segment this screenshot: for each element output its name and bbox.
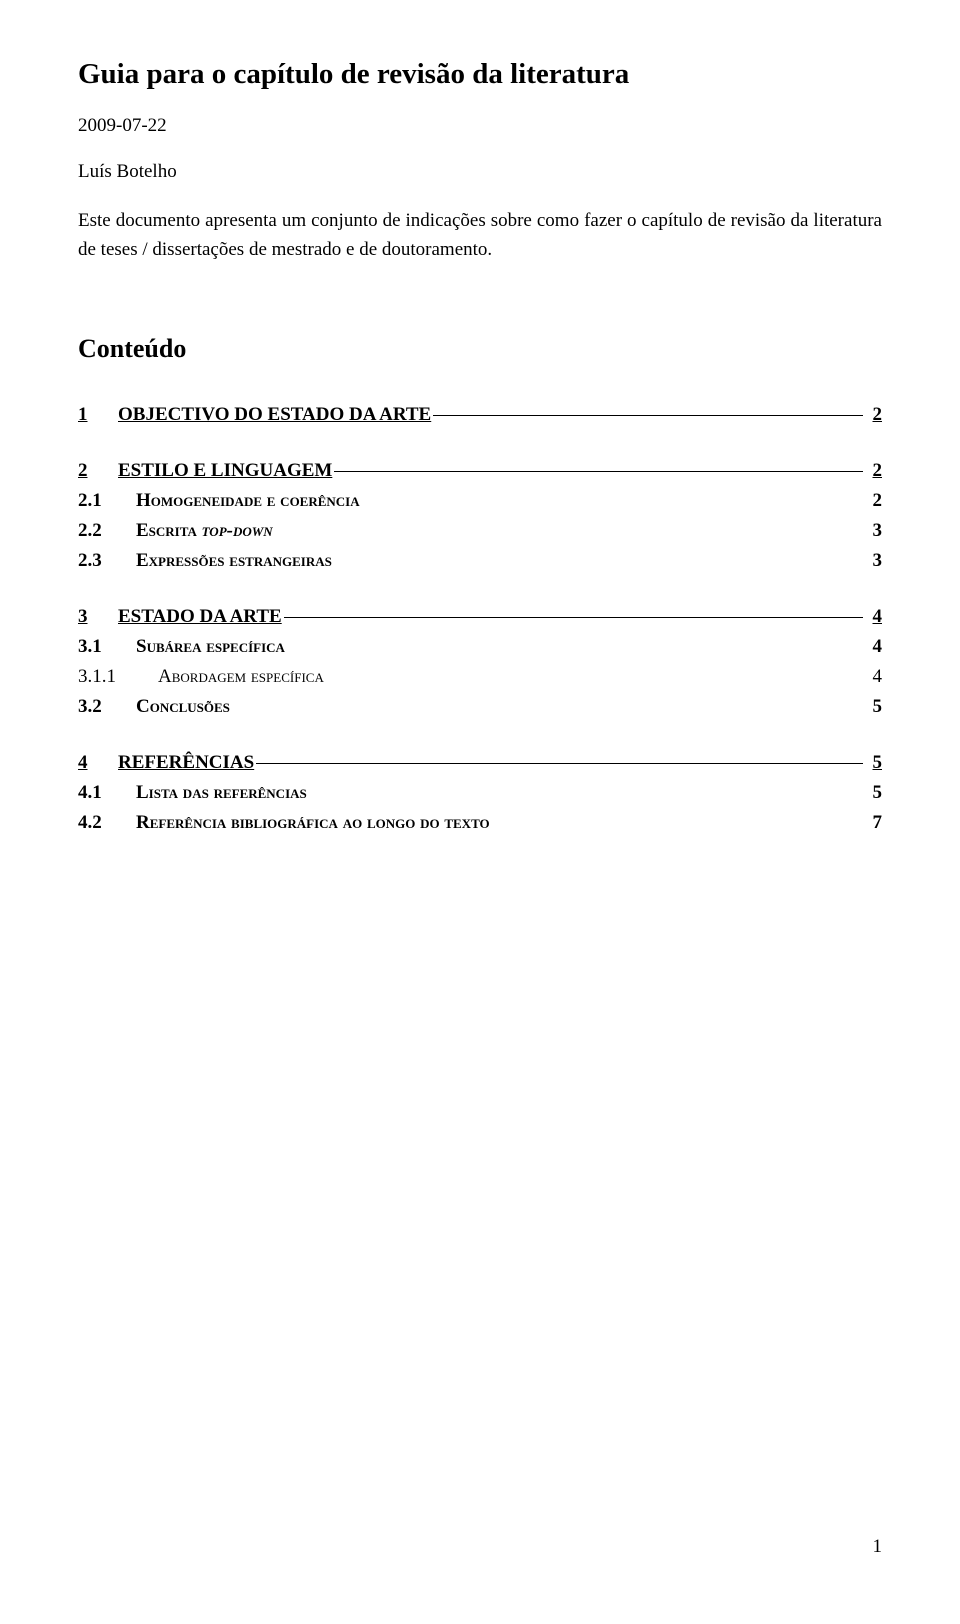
toc-leader bbox=[334, 561, 863, 562]
toc-entry: 3ESTADO DA ARTE 4 bbox=[78, 606, 882, 628]
toc-leader bbox=[287, 647, 863, 648]
toc-leader bbox=[232, 707, 863, 708]
toc-page: 4 bbox=[865, 666, 883, 688]
toc-number: 4.1 bbox=[78, 782, 136, 804]
toc-label: REFERÊNCIAS bbox=[118, 752, 254, 774]
toc-number: 2.1 bbox=[78, 490, 136, 512]
toc-leader bbox=[275, 531, 863, 532]
toc-number: 2.3 bbox=[78, 550, 136, 572]
contents-heading: Conteúdo bbox=[78, 334, 882, 364]
toc-leader bbox=[284, 617, 863, 618]
toc-page: 5 bbox=[865, 752, 883, 774]
toc-entry: 4.2Referência bibliográfica ao longo do … bbox=[78, 812, 882, 834]
toc-number: 1 bbox=[78, 404, 118, 426]
toc-page: 7 bbox=[865, 812, 883, 834]
toc-number: 3.1 bbox=[78, 636, 136, 658]
toc-label: Lista das referências bbox=[136, 782, 307, 804]
toc-number: 4 bbox=[78, 752, 118, 774]
toc-page: 2 bbox=[865, 460, 883, 482]
toc-leader bbox=[256, 763, 862, 764]
toc-label: OBJECTIVO DO ESTADO DA ARTE bbox=[118, 404, 431, 426]
toc-leader bbox=[309, 793, 863, 794]
toc-page: 3 bbox=[865, 550, 883, 572]
toc-leader bbox=[492, 823, 863, 824]
document-title: Guia para o capítulo de revisão da liter… bbox=[78, 58, 882, 91]
intro-paragraph: Este documento apresenta um conjunto de … bbox=[78, 207, 882, 264]
toc-label: Expressões estrangeiras bbox=[136, 550, 332, 572]
toc-number: 3.1.1 bbox=[78, 666, 158, 688]
toc-entry: 3.1.1Abordagem específica 4 bbox=[78, 666, 882, 688]
toc-label: Homogeneidade e coerência bbox=[136, 490, 360, 512]
toc-entry: 3.2Conclusões 5 bbox=[78, 696, 882, 718]
toc-leader bbox=[362, 501, 863, 502]
toc-page: 5 bbox=[865, 696, 883, 718]
toc-page: 2 bbox=[865, 490, 883, 512]
toc-number: 3.2 bbox=[78, 696, 136, 718]
toc-number: 2 bbox=[78, 460, 118, 482]
toc-page: 3 bbox=[865, 520, 883, 542]
toc-leader bbox=[433, 415, 862, 416]
page-number: 1 bbox=[873, 1536, 883, 1558]
document-date: 2009-07-22 bbox=[78, 115, 882, 137]
toc-entry: 2ESTILO E LINGUAGEM2 bbox=[78, 460, 882, 482]
toc-entry: 2.2Escrita top-down 3 bbox=[78, 520, 882, 542]
toc-entry: 3.1Subárea específica 4 bbox=[78, 636, 882, 658]
toc-number: 4.2 bbox=[78, 812, 136, 834]
table-of-contents: 1OBJECTIVO DO ESTADO DA ARTE22ESTILO E L… bbox=[78, 404, 882, 834]
toc-page: 4 bbox=[865, 636, 883, 658]
toc-label: Escrita top-down bbox=[136, 520, 273, 542]
toc-entry: 1OBJECTIVO DO ESTADO DA ARTE 2 bbox=[78, 404, 882, 426]
toc-label: Referência bibliográfica ao longo do tex… bbox=[136, 812, 490, 834]
toc-number: 3 bbox=[78, 606, 118, 628]
toc-page: 2 bbox=[865, 404, 883, 426]
toc-entry: 4REFERÊNCIAS 5 bbox=[78, 752, 882, 774]
toc-leader bbox=[326, 677, 863, 678]
toc-entry: 4.1Lista das referências 5 bbox=[78, 782, 882, 804]
toc-label: ESTADO DA ARTE bbox=[118, 606, 282, 628]
toc-entry: 2.3Expressões estrangeiras 3 bbox=[78, 550, 882, 572]
toc-leader bbox=[334, 471, 862, 472]
toc-label: Abordagem específica bbox=[158, 666, 324, 688]
toc-page: 4 bbox=[865, 606, 883, 628]
toc-entry: 2.1Homogeneidade e coerência 2 bbox=[78, 490, 882, 512]
toc-label: Subárea específica bbox=[136, 636, 285, 658]
toc-label: Conclusões bbox=[136, 696, 230, 718]
toc-label: ESTILO E LINGUAGEM bbox=[118, 460, 332, 482]
toc-page: 5 bbox=[865, 782, 883, 804]
toc-number: 2.2 bbox=[78, 520, 136, 542]
document-author: Luís Botelho bbox=[78, 161, 882, 183]
